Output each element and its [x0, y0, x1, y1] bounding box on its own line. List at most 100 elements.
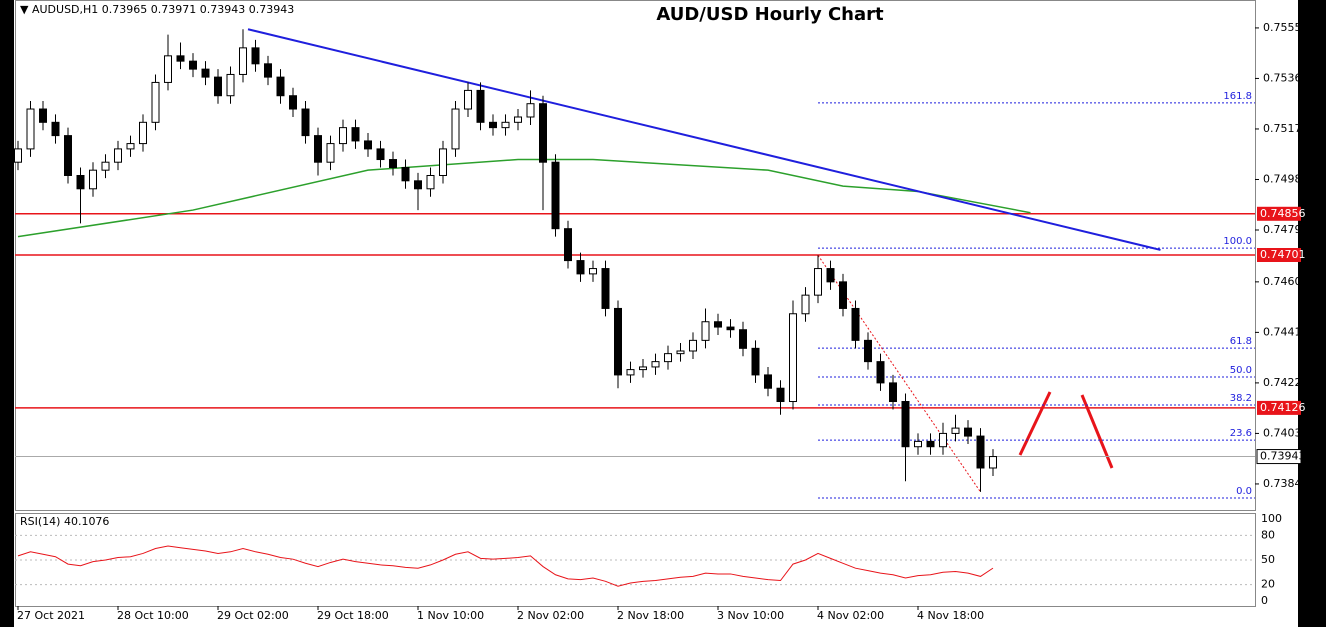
trendline — [247, 28, 1161, 251]
rsi-title: RSI(14) 40.1076 — [20, 515, 109, 528]
candle-body — [276, 76, 285, 97]
high: 0.73971 — [151, 3, 197, 16]
symbol-header: ▼ AUDUSD,H1 0.73965 0.73971 0.73943 0.73… — [20, 3, 294, 16]
candle-body — [526, 103, 535, 118]
candle-body — [814, 268, 822, 296]
current-price-box — [1256, 449, 1302, 465]
candle-body — [326, 143, 335, 163]
candle-body — [501, 121, 510, 129]
level-label: 0.74701 — [1260, 248, 1306, 261]
y-tick-label: 0.74985 — [1263, 172, 1309, 185]
candle-body — [776, 387, 785, 403]
candle-body — [414, 180, 422, 190]
candle-body — [676, 350, 685, 355]
fib-label: 38.2 — [1230, 393, 1252, 404]
fib-label: 161.8 — [1223, 91, 1252, 102]
candle-body — [476, 89, 485, 123]
candle-body — [314, 135, 322, 163]
candle-body — [701, 321, 710, 341]
candle-body — [801, 294, 810, 315]
y-tick-label: 0.74600 — [1263, 275, 1309, 288]
candle-body — [864, 339, 872, 363]
candle-body — [176, 55, 185, 62]
candle-body — [589, 268, 597, 275]
candle-body — [764, 374, 772, 389]
candle-body — [939, 432, 947, 448]
candle-body — [464, 89, 472, 110]
level-label: 0.74856 — [1260, 207, 1306, 220]
candle-body — [226, 73, 235, 97]
rsi-tick-label: 20 — [1261, 578, 1275, 591]
candle-body — [839, 281, 847, 309]
y-tick-label: 0.75555 — [1263, 21, 1309, 34]
rsi-tick-label: 100 — [1261, 512, 1282, 525]
candle-body — [901, 401, 910, 448]
candle-body — [126, 143, 135, 150]
candle-body — [214, 76, 222, 97]
y-tick-label: 0.74795 — [1263, 223, 1309, 236]
fib-label: 100.0 — [1223, 236, 1252, 247]
level-label: 0.74126 — [1260, 401, 1306, 414]
candle-body — [151, 81, 160, 123]
candle-body — [239, 47, 247, 75]
candle-body — [851, 307, 860, 341]
candle-body — [951, 427, 960, 434]
candle-body — [976, 435, 985, 469]
candle-body — [301, 108, 310, 137]
candle-body — [76, 174, 85, 190]
y-tick-label: 0.74410 — [1263, 325, 1309, 338]
candle-body — [489, 121, 497, 129]
candle-body — [651, 361, 660, 368]
candle-body — [514, 116, 522, 123]
candle-body — [164, 55, 172, 83]
y-tick-label: 0.74030 — [1263, 426, 1309, 439]
symbol: AUDUSD,H1 — [32, 3, 98, 16]
candle-body — [964, 427, 972, 437]
candle-body — [914, 440, 922, 448]
candle-body — [114, 148, 122, 163]
rsi-tick-label: 50 — [1261, 553, 1275, 566]
candle-body — [626, 369, 635, 376]
fib-label: 50.0 — [1230, 365, 1252, 376]
candle-body — [714, 321, 722, 328]
candle-body — [989, 456, 997, 469]
moving-average — [17, 158, 1031, 238]
candle-body — [376, 148, 385, 161]
x-tick-label: 29 Oct 02:00 — [217, 609, 289, 622]
candle-body — [251, 47, 260, 65]
arrow-up — [1018, 391, 1052, 456]
x-tick-label: 3 Nov 10:00 — [717, 609, 784, 622]
level-box — [1257, 400, 1301, 415]
x-tick-label: 1 Nov 10:00 — [417, 609, 484, 622]
candle-body — [426, 174, 435, 190]
candle-body — [101, 161, 110, 171]
candle-body — [189, 60, 197, 70]
current-price-label: 0.73943 — [1260, 450, 1306, 463]
candle-body — [664, 353, 672, 363]
candle-body — [601, 268, 610, 309]
candle-body — [26, 108, 35, 150]
candle-body — [751, 347, 760, 376]
candle-body — [826, 268, 835, 283]
y-tick-label: 0.74220 — [1263, 376, 1309, 389]
x-tick-label: 2 Nov 02:00 — [517, 609, 584, 622]
candle-body — [564, 228, 572, 262]
y-tick-label: 0.73840 — [1263, 477, 1309, 490]
fib-label: 23.6 — [1230, 428, 1252, 439]
candle-body — [739, 329, 747, 349]
candle-body — [201, 68, 210, 78]
x-tick-label: 27 Oct 2021 — [17, 609, 85, 622]
x-tick-label: 4 Nov 18:00 — [917, 609, 984, 622]
candle-body — [539, 103, 547, 163]
candle-body — [51, 121, 60, 137]
candle-body — [889, 382, 897, 403]
candle-body — [614, 307, 622, 376]
x-tick-label: 29 Oct 18:00 — [317, 609, 389, 622]
x-tick-label: 28 Oct 10:00 — [117, 609, 189, 622]
candle-body — [351, 127, 360, 142]
candle-body — [451, 108, 460, 150]
x-tick-label: 4 Nov 02:00 — [817, 609, 884, 622]
candle-body — [139, 121, 147, 145]
